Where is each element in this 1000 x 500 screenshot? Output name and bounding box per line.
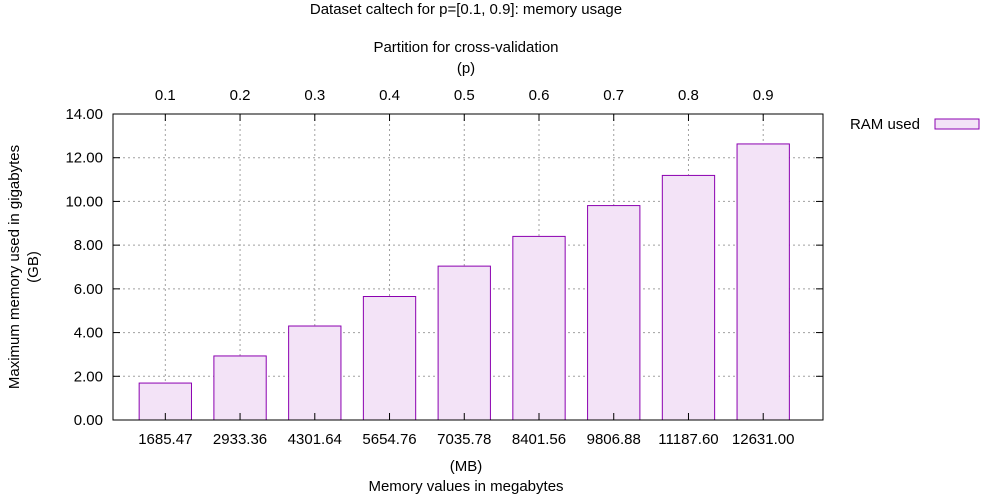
- y-tick-label: 10.00: [65, 193, 103, 210]
- x-tick-label: 12631.00: [732, 431, 795, 448]
- x-tick-label: 8401.56: [512, 431, 566, 448]
- bar: [288, 325, 342, 421]
- top-tick-label: 0.8: [678, 87, 699, 104]
- bar: [661, 174, 716, 421]
- x-tick-label: 7035.78: [437, 431, 491, 448]
- y-tick-label: 0.00: [74, 412, 103, 429]
- bar: [736, 143, 790, 421]
- x-tick-label: 5654.76: [362, 431, 416, 448]
- x-tick-label: 9806.88: [587, 431, 641, 448]
- bar: [437, 265, 491, 421]
- top-tick-label: 0.9: [753, 87, 774, 104]
- top-axis-label-unit: (p): [457, 60, 475, 77]
- top-tick-label: 0.6: [529, 87, 550, 104]
- plot-area-frame: [112, 113, 824, 421]
- x-axis-ticks: 1685.47 2933.36 4301.64 5654.76 7035.78 8401.…: [138, 413, 794, 448]
- x-axis-label: Memory values in megabytes: [368, 478, 563, 495]
- legend-label: RAM used: [850, 116, 920, 133]
- top-axis-ticks: 0.1 0.2 0.3 0.4 0.5 0.6 0.7 0.8 0.9: [155, 87, 774, 121]
- x-tick-label: 2933.36: [213, 431, 267, 448]
- y-tick-label: 12.00: [65, 150, 103, 167]
- x-tick-label: 4301.64: [288, 431, 342, 448]
- x-tick-label: 11187.60: [658, 431, 718, 448]
- x-tick-label: 1685.47: [138, 431, 192, 448]
- y-tick-label: 8.00: [74, 237, 103, 254]
- y-tick-label: 6.00: [74, 281, 103, 298]
- bar: [213, 355, 267, 421]
- top-tick-label: 0.3: [304, 87, 325, 104]
- x-axis-label-unit: (MB): [450, 458, 483, 475]
- y-axis-label: Maximum memory used in gigabytes: [6, 145, 23, 389]
- y-tick-label: 14.00: [65, 106, 103, 123]
- top-axis-label: Partition for cross-validation: [373, 39, 558, 56]
- bar: [587, 205, 641, 421]
- legend: RAM used: [850, 116, 980, 133]
- top-tick-label: 0.2: [230, 87, 251, 104]
- legend-swatch: [934, 118, 980, 130]
- chart-title: Dataset caltech for p=[0.1, 0.9]: memory…: [310, 1, 622, 18]
- top-tick-label: 0.1: [155, 87, 176, 104]
- bar: [512, 235, 566, 421]
- y-axis-ticks: 0.00 2.00 4.00 6.00 8.00 10.00 12.00 14.00: [65, 106, 823, 429]
- top-tick-label: 0.4: [379, 87, 400, 104]
- bar: [362, 296, 417, 421]
- y-axis-label-unit: (GB): [25, 251, 42, 283]
- y-tick-label: 2.00: [74, 368, 103, 385]
- top-tick-label: 0.7: [603, 87, 624, 104]
- y-tick-label: 4.00: [74, 325, 103, 342]
- top-tick-label: 0.5: [454, 87, 475, 104]
